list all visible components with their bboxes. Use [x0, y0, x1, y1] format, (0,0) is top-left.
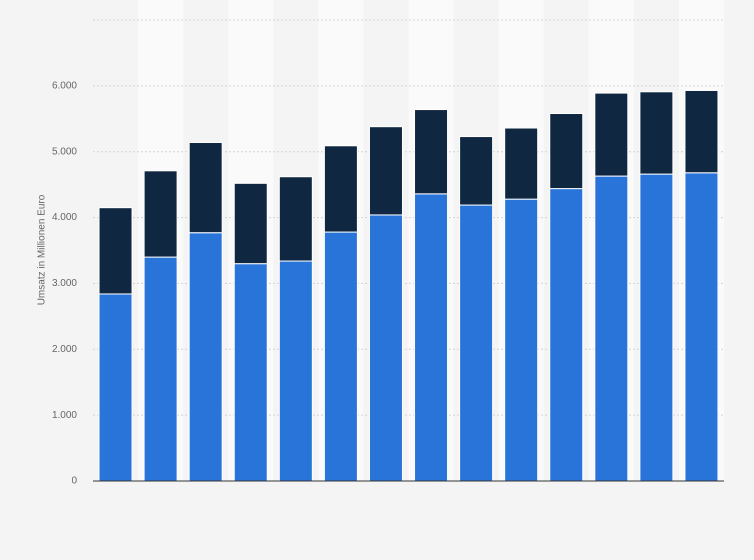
bar-segment	[684, 172, 719, 482]
bar-segment	[233, 263, 268, 482]
bar-segment	[459, 204, 494, 482]
y-axis-title: Umsatz in Millionen Euro	[37, 194, 48, 305]
y-tick-label: 5.000	[52, 146, 77, 157]
bar-segment	[233, 182, 268, 265]
bar-segment	[188, 232, 223, 482]
bar-segment	[143, 256, 178, 482]
y-tick-label: 1.000	[52, 410, 77, 421]
bar-segment	[414, 109, 449, 195]
bar-segment	[549, 188, 584, 482]
bar-segment	[278, 260, 313, 482]
bar-segment	[504, 127, 539, 200]
bar-segment	[594, 92, 629, 177]
bar-segment	[98, 207, 133, 295]
bar-segment	[504, 198, 539, 482]
bar-segment	[414, 193, 449, 482]
y-tick-label: 6.000	[52, 80, 77, 91]
bar-segment	[684, 89, 719, 174]
bar-segment	[143, 170, 178, 258]
bar-segment	[188, 141, 223, 234]
bar-segment	[368, 126, 403, 216]
bar-segment	[323, 145, 358, 233]
bar-segment	[549, 113, 584, 190]
y-tick-label: 4.000	[52, 212, 77, 223]
bar-segment	[594, 175, 629, 482]
y-tick-label: 3.000	[52, 278, 77, 289]
bar-segment	[323, 231, 358, 482]
bar-segment	[639, 91, 674, 175]
y-tick-label: 0	[71, 476, 77, 487]
bar-segment	[368, 214, 403, 482]
bar-segment	[278, 176, 313, 262]
y-tick-label: 2.000	[52, 344, 77, 355]
bar-segment	[98, 293, 133, 482]
bar-segment	[639, 173, 674, 482]
bar-segment	[459, 136, 494, 206]
